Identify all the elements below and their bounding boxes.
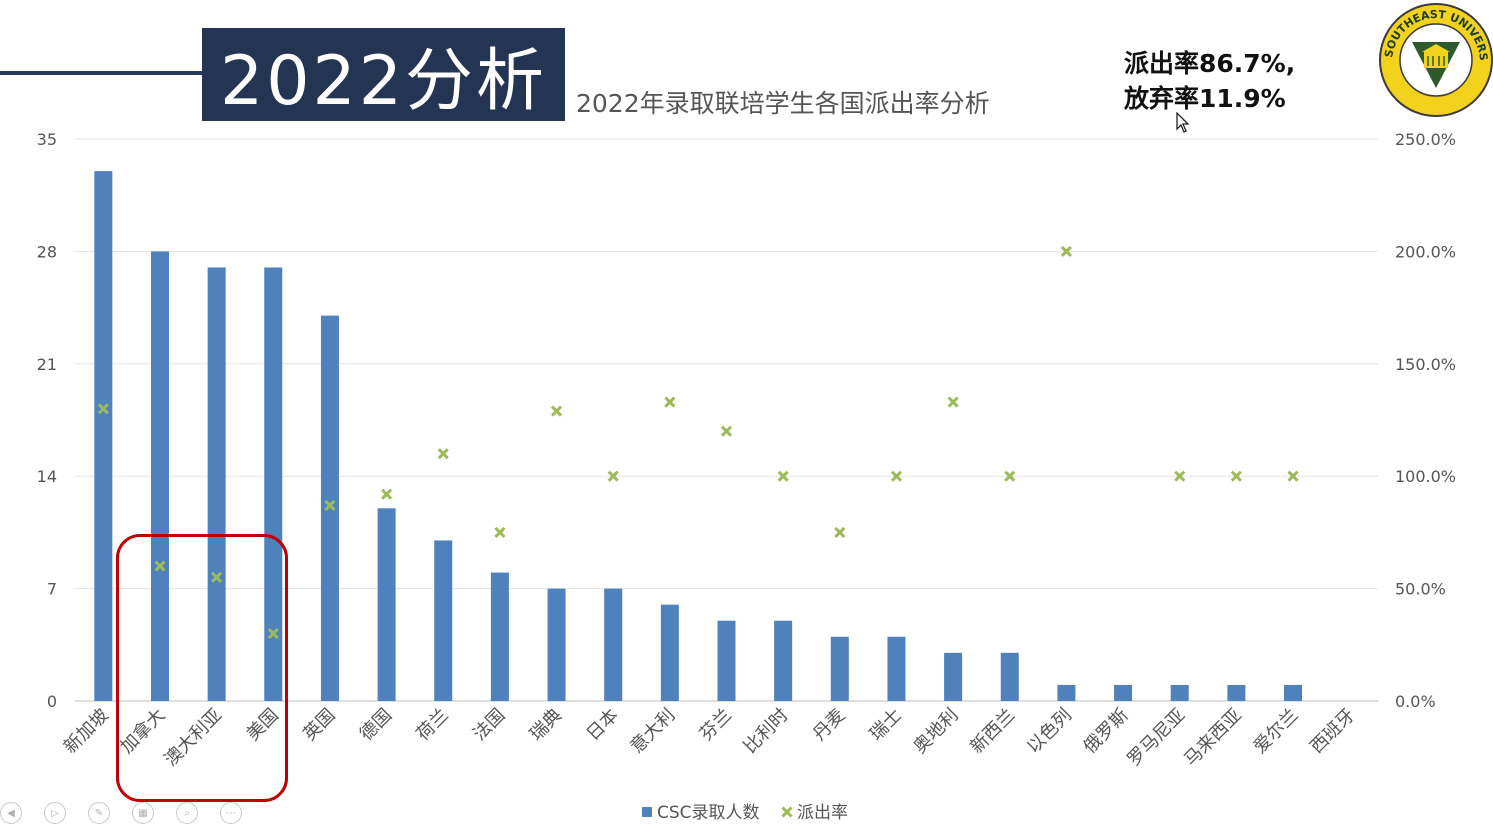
bar xyxy=(774,620,793,701)
bar xyxy=(830,636,849,701)
rate-marker xyxy=(1060,245,1072,257)
bar xyxy=(1000,652,1019,701)
y-left-tick-label: 0 xyxy=(47,692,57,711)
rate-marker xyxy=(437,448,449,460)
category-label: 比利时 xyxy=(740,705,793,758)
title-rule xyxy=(0,71,205,75)
y-left-tick-label: 35 xyxy=(37,130,57,149)
southeast-university-logo-icon: SOUTHEAST UNIVERSITY xyxy=(1373,0,1493,120)
chart-title: 2022年录取联培学生各国派出率分析 xyxy=(576,89,990,118)
summary-note: 派出率86.7%, 放弃率11.9% xyxy=(1124,46,1295,116)
bar xyxy=(1284,684,1303,701)
y-left-tick-label: 14 xyxy=(37,467,57,486)
rate-marker xyxy=(1174,470,1186,482)
rate-marker xyxy=(211,571,223,583)
rate-marker xyxy=(154,560,166,572)
bar xyxy=(207,267,226,701)
rate-marker xyxy=(777,470,789,482)
category-label: 西班牙 xyxy=(1306,705,1359,758)
legend-bar-label: CSC录取人数 xyxy=(657,803,760,823)
rate-marker xyxy=(890,470,903,482)
category-label: 德国 xyxy=(356,705,396,745)
y-right-tick-label: 200.0% xyxy=(1395,242,1456,261)
y-left-tick-label: 7 xyxy=(47,580,57,599)
bar xyxy=(1170,684,1189,701)
category-label: 意大利 xyxy=(626,705,679,758)
rate-marker xyxy=(550,405,563,417)
slides-icon[interactable]: ▦ xyxy=(132,802,154,824)
rate-marker xyxy=(834,526,846,538)
category-label: 瑞士 xyxy=(866,705,906,745)
bar xyxy=(944,652,963,701)
category-label: 俄罗斯 xyxy=(1080,705,1133,758)
legend-rate-label: 派出率 xyxy=(797,803,848,823)
bar xyxy=(1057,684,1076,701)
category-label: 以色列 xyxy=(1023,705,1076,758)
bar xyxy=(434,540,453,701)
category-label: 法国 xyxy=(469,705,509,745)
rate-marker xyxy=(1287,470,1299,482)
bar xyxy=(377,508,396,701)
bar xyxy=(1114,684,1133,701)
category-label: 瑞典 xyxy=(526,705,566,745)
rate-marker xyxy=(97,403,109,415)
bar xyxy=(320,315,339,701)
bar xyxy=(660,604,679,701)
bar xyxy=(150,251,169,701)
pen-icon[interactable]: ✎ xyxy=(88,802,110,824)
rate-marker xyxy=(947,396,959,408)
rate-marker xyxy=(381,488,393,500)
category-label: 日本 xyxy=(582,705,622,745)
y-right-tick-label: 100.0% xyxy=(1395,467,1456,486)
bar xyxy=(1227,684,1246,701)
y-left-tick-label: 21 xyxy=(37,355,57,374)
rate-marker xyxy=(494,526,506,538)
category-label: 英国 xyxy=(299,705,339,745)
category-label: 新加坡 xyxy=(60,705,113,758)
highlight-box xyxy=(116,534,288,802)
y-right-tick-label: 50.0% xyxy=(1395,580,1446,599)
category-label: 爱尔兰 xyxy=(1250,705,1303,758)
rate-marker xyxy=(664,396,676,408)
rate-marker xyxy=(1004,470,1016,482)
play-icon[interactable]: ▷ xyxy=(44,802,66,824)
y-right-tick-label: 150.0% xyxy=(1395,355,1456,374)
y-left-tick-label: 28 xyxy=(37,242,57,261)
legend-bar-swatch xyxy=(642,807,652,817)
category-label: 丹麦 xyxy=(809,705,849,745)
y-right-tick-label: 250.0% xyxy=(1395,130,1456,149)
bar xyxy=(717,620,736,701)
rate-marker xyxy=(607,470,619,482)
rate-marker xyxy=(1230,470,1242,482)
rate-marker xyxy=(267,627,279,640)
category-label: 芬兰 xyxy=(696,705,736,745)
legend-marker-swatch xyxy=(781,806,793,818)
back-icon[interactable]: ◀ xyxy=(0,802,22,824)
category-label: 荷兰 xyxy=(412,705,452,745)
bar xyxy=(94,171,113,702)
y-right-tick-label: 0.0% xyxy=(1395,692,1436,711)
slideshow-toolbar: ◀ ▷ ✎ ▦ ⌕ ⋯ xyxy=(0,802,242,826)
bar xyxy=(887,636,906,701)
bar xyxy=(264,267,283,701)
category-label: 罗马尼亚 xyxy=(1123,705,1189,771)
bar xyxy=(604,588,623,701)
category-label: 新西兰 xyxy=(966,705,1019,758)
abandon-rate-note: 放弃率11.9% xyxy=(1124,84,1286,113)
category-label: 奥地利 xyxy=(910,705,963,758)
dispatch-rate-note: 派出率86.7%, xyxy=(1124,49,1296,78)
more-icon[interactable]: ⋯ xyxy=(220,802,242,824)
zoom-icon[interactable]: ⌕ xyxy=(176,802,198,824)
rate-marker xyxy=(720,425,733,437)
slide-heading: 2022分析 xyxy=(202,28,565,121)
arrow-cursor-icon xyxy=(1176,111,1190,139)
category-label: 马来西亚 xyxy=(1180,705,1246,771)
bar xyxy=(547,588,566,701)
bar xyxy=(490,572,509,701)
rate-marker xyxy=(324,499,336,511)
